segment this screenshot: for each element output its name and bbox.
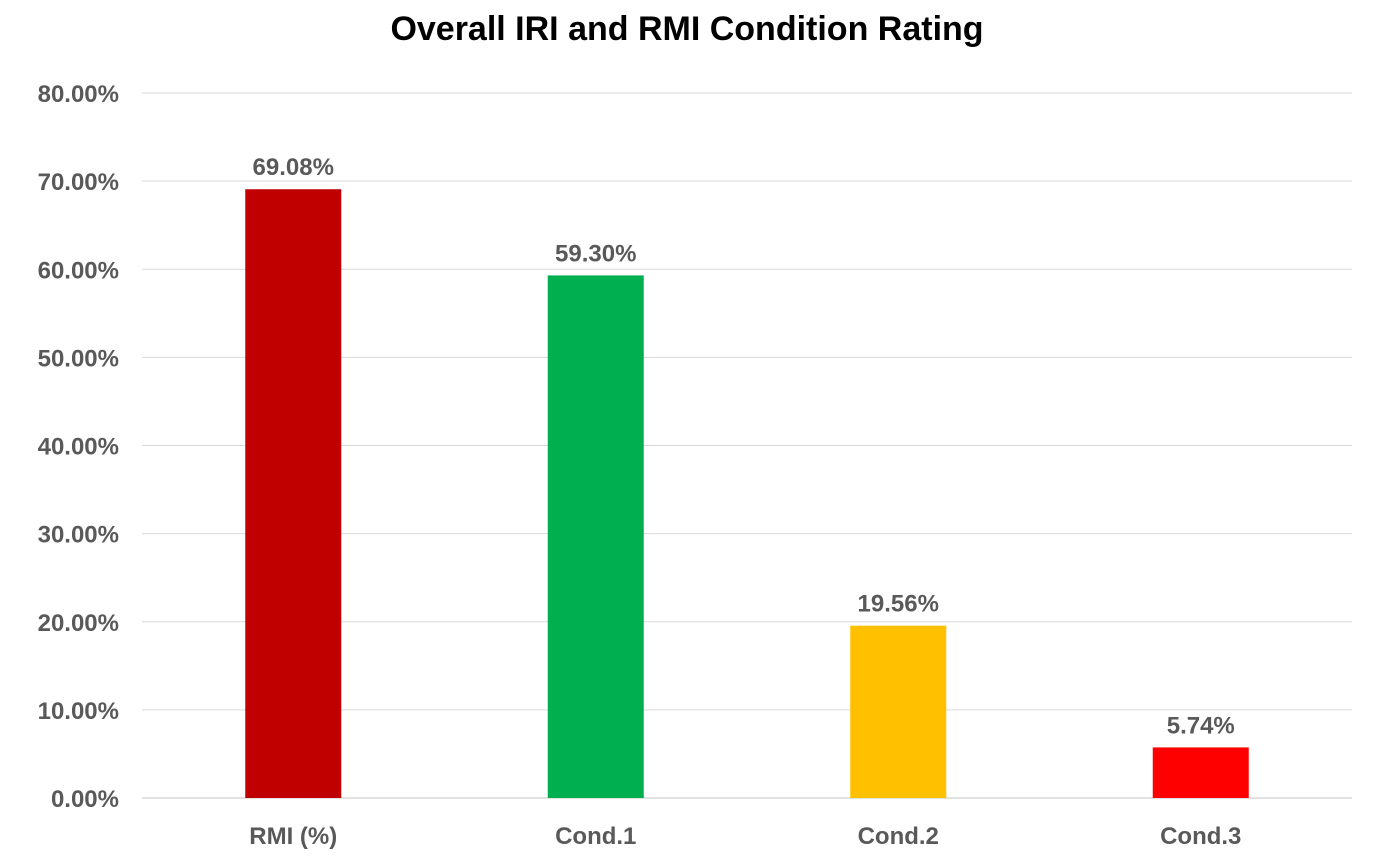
bar bbox=[245, 189, 342, 799]
y-tick-label: 0.00% bbox=[51, 786, 119, 813]
data-label: 5.74% bbox=[1167, 712, 1235, 739]
y-tick-label: 80.00% bbox=[38, 81, 119, 108]
y-tick-label: 50.00% bbox=[38, 345, 119, 372]
data-label: 19.56% bbox=[858, 591, 939, 618]
y-tick-label: 60.00% bbox=[38, 257, 119, 284]
x-tick-label: Cond.3 bbox=[1160, 823, 1241, 850]
x-tick-label: RMI (%) bbox=[249, 823, 337, 850]
y-axis-tick-labels: 0.00% 10.00% 20.00% 30.00% 40.00% 50.00% 60.00… bbox=[38, 81, 119, 813]
y-tick-label: 30.00% bbox=[38, 522, 119, 549]
bar bbox=[547, 275, 644, 798]
gridlines bbox=[142, 92, 1352, 799]
bar bbox=[850, 625, 947, 798]
chart-title: Overall IRI and RMI Condition Rating bbox=[390, 10, 984, 48]
x-tick-label: Cond.1 bbox=[555, 823, 636, 850]
bar bbox=[1152, 747, 1249, 798]
x-axis-tick-labels: RMI (%) Cond.1 Cond.2 Cond.3 bbox=[249, 823, 1241, 850]
bars bbox=[245, 189, 1249, 799]
data-label: 59.30% bbox=[555, 240, 636, 267]
y-tick-label: 10.00% bbox=[38, 698, 119, 725]
y-tick-label: 40.00% bbox=[38, 434, 119, 461]
y-tick-label: 20.00% bbox=[38, 610, 119, 637]
y-tick-label: 70.00% bbox=[38, 169, 119, 196]
data-label: 69.08% bbox=[253, 154, 334, 181]
data-labels: 69.08% 59.30% 19.56% 5.74% bbox=[253, 154, 1235, 739]
x-tick-label: Cond.2 bbox=[858, 823, 939, 850]
